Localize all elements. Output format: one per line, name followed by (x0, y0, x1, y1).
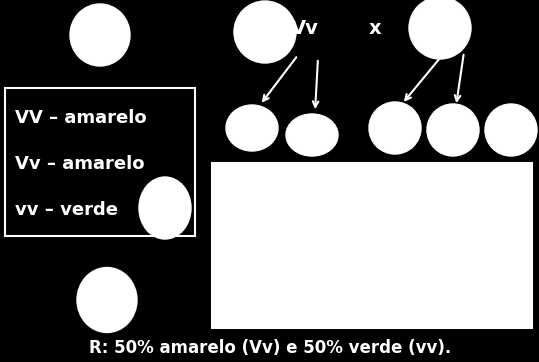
Ellipse shape (234, 1, 296, 63)
Ellipse shape (139, 177, 191, 239)
Ellipse shape (369, 102, 421, 154)
Text: vv: vv (443, 16, 468, 34)
Ellipse shape (286, 114, 338, 156)
Text: Vv – amarelo: Vv – amarelo (15, 155, 144, 173)
Ellipse shape (70, 4, 130, 66)
Text: x: x (369, 18, 381, 38)
Ellipse shape (427, 104, 479, 156)
Ellipse shape (409, 0, 471, 59)
Text: Vv: Vv (291, 18, 319, 38)
Bar (5, 88, 195, 236)
Ellipse shape (226, 105, 278, 151)
Text: vv – verde: vv – verde (15, 201, 118, 219)
Ellipse shape (77, 268, 137, 333)
Ellipse shape (485, 104, 537, 156)
Bar (212, 163, 532, 328)
Text: R: 50% amarelo (Vv) e 50% verde (vv).: R: 50% amarelo (Vv) e 50% verde (vv). (89, 339, 451, 357)
Text: VV – amarelo: VV – amarelo (15, 109, 147, 127)
